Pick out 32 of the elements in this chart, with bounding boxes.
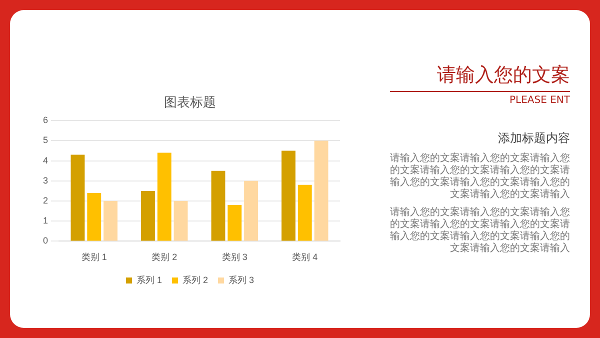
legend-label: 系列 2 <box>182 274 208 285</box>
x-tick-label: 类别 2 <box>152 252 178 262</box>
bar <box>141 190 155 241</box>
y-tick-label: 4 <box>42 155 48 166</box>
bar <box>87 192 102 241</box>
text: 请输入您的文案请输入您的文案请输入您的文案请输入您的文案请输入您的文案请输入您的文案请输入您的文案请输入您的文案请输入您的文案请输入 <box>390 153 570 201</box>
bar <box>104 201 118 241</box>
y-tick-label: 3 <box>42 175 48 186</box>
bar <box>314 140 328 241</box>
y-tick-label: 2 <box>42 195 48 206</box>
y-tick-label: 6 <box>42 115 48 126</box>
legend-label: 系列 3 <box>228 274 254 285</box>
bar <box>174 201 188 241</box>
legend-label: 系列 1 <box>136 274 162 285</box>
y-tick-label: 1 <box>42 216 48 226</box>
bar <box>70 154 85 241</box>
bar <box>298 184 312 241</box>
bar <box>157 152 172 241</box>
text: 请输入您的文案 <box>390 62 570 92</box>
x-tick-label: 类别 3 <box>222 252 248 262</box>
bar <box>282 150 296 241</box>
text: 添加标题内容 <box>497 130 570 147</box>
x-tick-label: 类别 4 <box>292 252 318 262</box>
bar <box>228 205 242 241</box>
text: PLEASE ENT <box>508 95 570 106</box>
bar <box>211 170 226 241</box>
bar <box>244 180 258 241</box>
x-tick-label: 类别 1 <box>81 252 107 262</box>
chart-title: 图表标题 <box>164 94 216 110</box>
text: 请输入您的文案请输入您的文案请输入您的文案请输入您的文案请输入您的文案请输入您的文案请输入您的文案请输入您的文案请输入您的文案请输入 <box>390 207 570 255</box>
y-tick-label: 5 <box>42 135 48 146</box>
y-tick-label: 0 <box>42 236 48 246</box>
